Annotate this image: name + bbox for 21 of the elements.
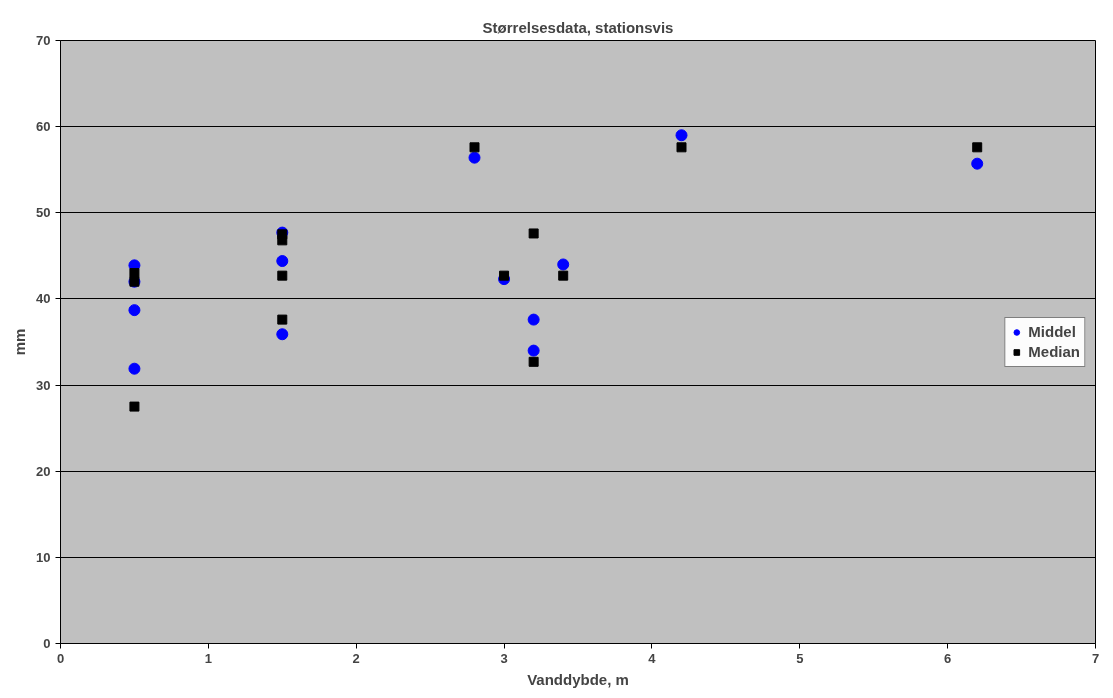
x-tick-label: 5 [796,650,804,666]
y-tick-label: 0 [43,636,51,651]
legend-label: Median [1028,343,1080,360]
y-tick-label: 70 [36,33,51,48]
legend-label: Middel [1028,323,1076,340]
x-tick-label: 6 [944,650,952,666]
y-tick-label: 50 [36,205,51,221]
y-tick-label: 60 [36,119,51,135]
y-axis-title: mm [11,328,29,356]
x-tick-label: 7 [1091,650,1100,666]
y-tick-label: 30 [36,377,51,393]
x-tick-label: 3 [500,650,508,666]
x-tick-label: 2 [352,650,360,666]
y-tick-label: 40 [36,291,51,307]
chart-title: Størrelsesdata, stationsvis [482,18,674,36]
x-tick-label: 0 [56,650,65,666]
y-tick-label: 20 [36,463,51,479]
x-tick-label: 4 [648,650,657,666]
x-tick-label: 1 [204,650,212,666]
y-tick-label: 10 [36,549,51,565]
x-axis-title: Vanddybde, m [527,670,629,688]
